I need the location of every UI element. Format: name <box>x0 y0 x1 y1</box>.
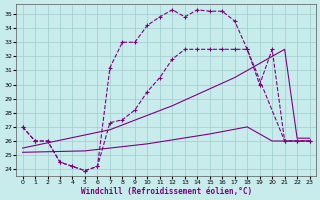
X-axis label: Windchill (Refroidissement éolien,°C): Windchill (Refroidissement éolien,°C) <box>81 187 252 196</box>
